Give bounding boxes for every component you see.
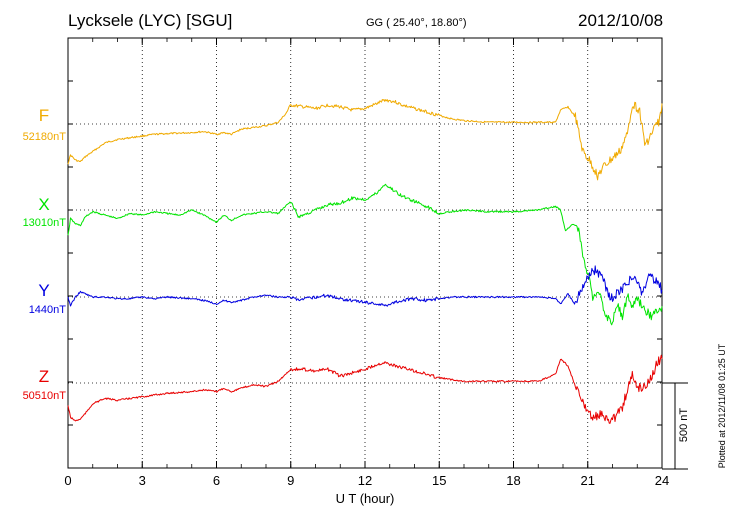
x-tick-label: 18 xyxy=(506,473,520,488)
station-title: Lycksele (LYC) [SGU] xyxy=(68,11,233,30)
x-tick-label: 15 xyxy=(432,473,446,488)
series-label-z: Z xyxy=(38,367,50,386)
x-tick-label: 12 xyxy=(358,473,372,488)
station-coordinates: GG ( 25.40°, 18.80°) xyxy=(366,17,467,29)
series-line-f xyxy=(67,99,663,181)
series-line-y xyxy=(67,265,663,307)
series-label-f: F xyxy=(38,106,50,125)
series-line-z xyxy=(67,354,663,424)
x-axis-label: U T (hour) xyxy=(336,491,395,506)
plot-date: 2012/10/08 xyxy=(578,11,664,30)
x-tick-label: 6 xyxy=(213,473,220,488)
baseline-label-z: 50510nT xyxy=(22,390,66,402)
x-tick-label: 3 xyxy=(139,473,146,488)
plotted-timestamp: Plotted at 2012/11/08 01:25 UT xyxy=(717,343,727,469)
x-tick-label: 9 xyxy=(287,473,294,488)
x-tick-label: 0 xyxy=(64,473,71,488)
scale-bar-label: 500 nT xyxy=(678,407,690,443)
baseline-label-y: 1440nT xyxy=(28,304,66,316)
baseline-label-f: 52180nT xyxy=(22,131,66,143)
x-tick-label: 21 xyxy=(581,473,595,488)
series-line-x xyxy=(67,183,663,326)
series-label-y: Y xyxy=(38,281,50,300)
series-label-x: X xyxy=(38,195,50,214)
baseline-label-x: 13010nT xyxy=(22,217,66,229)
x-tick-label: 24 xyxy=(655,473,669,488)
